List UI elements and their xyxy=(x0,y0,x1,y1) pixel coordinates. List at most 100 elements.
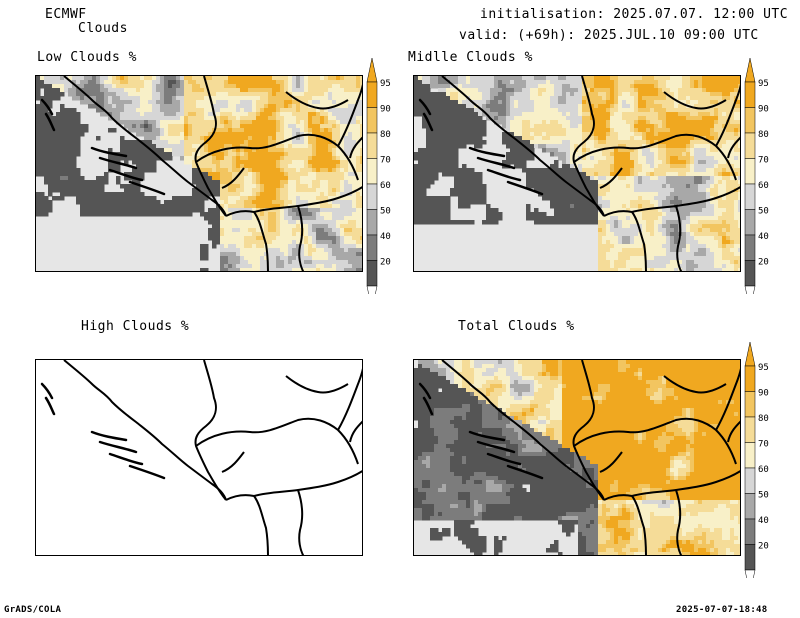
cloud-cell xyxy=(36,116,41,121)
cloud-cell xyxy=(614,92,619,97)
cloud-cell xyxy=(618,76,623,81)
cloud-cell xyxy=(698,84,703,89)
cloud-cell xyxy=(148,164,153,169)
cloud-cell xyxy=(454,128,459,133)
cloud-cell xyxy=(454,144,459,149)
cloud-cell xyxy=(296,76,301,81)
cloud-cell xyxy=(670,140,675,145)
cloud-cell xyxy=(140,144,145,149)
cloud-cell xyxy=(236,96,241,101)
cloud-cell xyxy=(44,168,49,173)
cloud-cell xyxy=(164,96,169,101)
cloud-cell xyxy=(478,172,483,177)
cloud-cell xyxy=(276,164,281,169)
cloud-cell xyxy=(252,208,257,213)
cloud-cell xyxy=(148,136,153,141)
cloud-cell xyxy=(68,156,73,161)
cloud-cell xyxy=(308,108,313,113)
cloud-cell xyxy=(268,244,273,249)
cloud-cell xyxy=(474,84,479,89)
cloud-cell xyxy=(586,100,591,105)
cloud-cell xyxy=(184,204,189,209)
cloud-cell xyxy=(698,76,703,81)
cloud-cell xyxy=(336,96,341,101)
cloud-cell xyxy=(36,88,41,93)
cloud-cell xyxy=(272,204,277,209)
cloud-cell xyxy=(248,164,253,169)
cloud-cell xyxy=(662,128,667,133)
cloud-cell xyxy=(538,84,543,89)
cloud-cell xyxy=(434,132,439,137)
cloud-cell xyxy=(248,248,253,253)
cloud-cell xyxy=(256,84,261,89)
cloud-cell xyxy=(642,172,647,177)
cloud-cell xyxy=(288,176,293,181)
cloud-cell xyxy=(502,100,507,105)
cloud-cell xyxy=(284,80,289,85)
cloud-cell xyxy=(296,128,301,133)
cloud-cell xyxy=(240,180,245,185)
cloud-cell xyxy=(606,76,611,81)
cloud-cell xyxy=(566,116,571,121)
cloud-cell xyxy=(248,204,253,209)
cloud-cell xyxy=(72,96,77,101)
cloud-cell xyxy=(156,136,161,141)
cloud-cell xyxy=(518,80,523,85)
cloud-cell xyxy=(64,144,69,149)
cloud-cell xyxy=(304,84,309,89)
cloud-cell xyxy=(554,148,559,153)
cloud-cell xyxy=(332,184,337,189)
cloud-cell xyxy=(506,120,511,125)
cloud-cell xyxy=(642,116,647,121)
cloud-cell xyxy=(284,156,289,161)
cloud-cell xyxy=(694,168,699,173)
cloud-cell xyxy=(252,76,257,81)
cloud-cell xyxy=(220,196,225,201)
cloud-cell xyxy=(216,176,221,181)
cloud-cell xyxy=(710,100,715,105)
cloud-cell xyxy=(292,124,297,129)
cloud-cell xyxy=(88,180,93,185)
cloud-cell xyxy=(76,200,81,205)
cloud-cell xyxy=(40,108,45,113)
cloud-cell xyxy=(92,212,97,217)
cloud-cell xyxy=(706,152,711,157)
cloud-cell xyxy=(706,108,711,113)
cloud-cell xyxy=(304,120,309,125)
cloud-cell xyxy=(320,188,325,193)
cloud-cell xyxy=(156,152,161,157)
border-line xyxy=(63,76,227,217)
cloud-cell xyxy=(654,136,659,141)
cloud-cell xyxy=(68,136,73,141)
cloud-cell xyxy=(438,88,443,93)
cloud-cell xyxy=(260,240,265,245)
cloud-cell xyxy=(630,120,635,125)
cloud-cell xyxy=(340,200,345,205)
cloud-cell xyxy=(188,204,193,209)
cloud-cell xyxy=(590,136,595,141)
cloud-cell xyxy=(466,140,471,145)
cloud-cell xyxy=(260,260,265,265)
cloud-cell xyxy=(208,80,213,85)
cloud-cell xyxy=(292,212,297,217)
cloud-cell xyxy=(36,152,41,157)
cloud-cell xyxy=(200,88,205,93)
cloud-cell xyxy=(136,84,141,89)
cloud-cell xyxy=(474,96,479,101)
cloud-cell xyxy=(288,192,293,197)
cloud-cell xyxy=(618,84,623,89)
cloud-cell xyxy=(252,144,257,149)
cloud-cell xyxy=(312,232,317,237)
cloud-cell xyxy=(288,164,293,169)
cloud-cell xyxy=(542,104,547,109)
cloud-cell xyxy=(474,92,479,97)
cloud-cell xyxy=(180,92,185,97)
cloud-cell xyxy=(626,112,631,117)
cloud-cell xyxy=(534,108,539,113)
cloud-cell xyxy=(112,208,117,213)
cloud-cell xyxy=(320,228,325,233)
cloud-cell xyxy=(348,92,353,97)
cloud-cell xyxy=(212,80,217,85)
cloud-cell xyxy=(466,128,471,133)
cloud-cell xyxy=(56,144,61,149)
